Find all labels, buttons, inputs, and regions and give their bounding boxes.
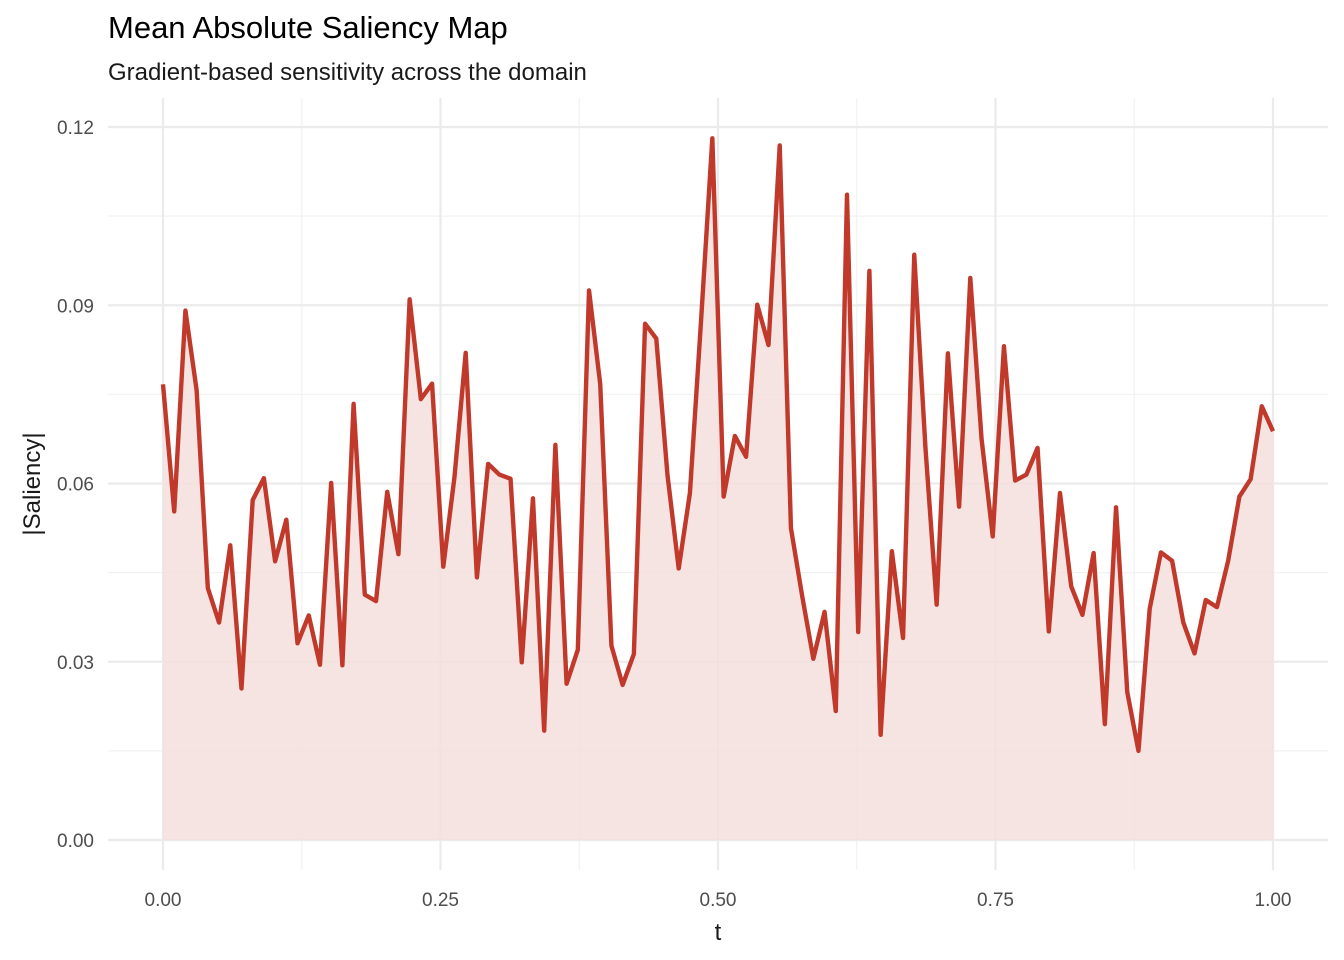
x-tick-label: 0.25: [422, 890, 459, 911]
saliency-area: [163, 138, 1273, 841]
y-axis-ticks: 0.00 0.03 0.06 0.09 0.12: [57, 118, 94, 852]
chart-title: Mean Absolute Saliency Map: [108, 10, 508, 45]
x-axis-title: t: [715, 919, 722, 946]
y-axis-title: |Saliency|: [19, 432, 46, 535]
line-layer: [160, 136, 1276, 754]
y-tick-label: 0.00: [57, 831, 94, 852]
y-tick-label: 0.03: [57, 653, 94, 674]
x-tick-label: 0.75: [977, 890, 1014, 911]
x-tick-label: 1.00: [1255, 890, 1292, 911]
y-tick-label: 0.12: [57, 118, 94, 139]
y-tick-label: 0.09: [57, 296, 94, 317]
area-layer: [163, 138, 1273, 841]
saliency-line: [160, 136, 1276, 754]
x-axis-ticks: 0.00 0.25 0.50 0.75 1.00: [145, 890, 1292, 911]
chart-subtitle: Gradient-based sensitivity across the do…: [108, 59, 587, 86]
x-tick-label: 0.00: [145, 890, 182, 911]
y-tick-label: 0.06: [57, 475, 94, 496]
x-tick-label: 0.50: [700, 890, 737, 911]
